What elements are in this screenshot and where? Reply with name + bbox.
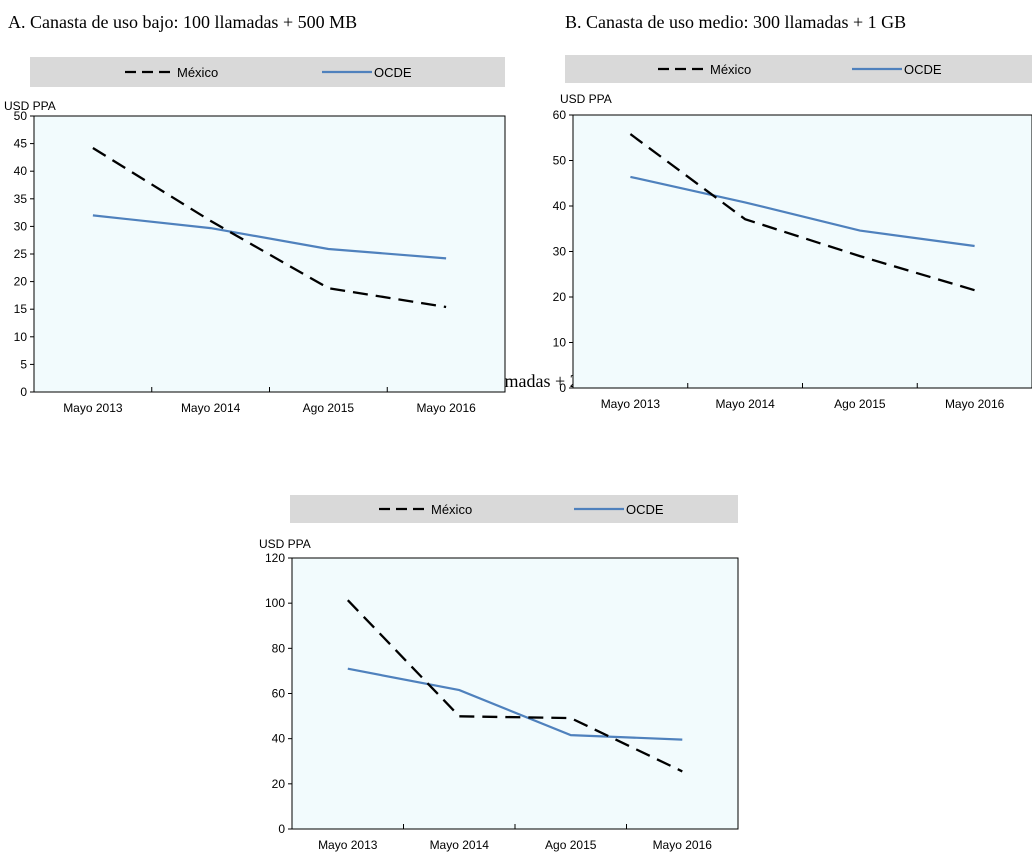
chart-c-legend	[290, 495, 738, 523]
x-tick-label: Ago 2015	[545, 838, 597, 852]
y-axis-label: USD PPA	[259, 537, 311, 551]
chart-a-title: A. Canasta de uso bajo: 100 llamadas + 5…	[8, 12, 358, 32]
x-tick-label: Mayo 2013	[318, 838, 378, 852]
x-tick-label: Mayo 2016	[945, 397, 1005, 411]
y-tick-label: 20	[14, 275, 28, 289]
chart-a-legend	[30, 57, 505, 87]
y-tick-label: 80	[272, 641, 286, 655]
legend-label: México	[431, 502, 472, 517]
y-tick-label: 10	[553, 336, 567, 350]
plot-area	[572, 114, 1032, 389]
y-tick-label: 25	[14, 247, 28, 261]
plot-area	[33, 115, 506, 393]
y-tick-label: 30	[14, 219, 28, 233]
x-tick-label: Ago 2015	[834, 397, 886, 411]
y-tick-label: 120	[265, 551, 285, 565]
x-tick-label: Ago 2015	[303, 401, 355, 415]
y-tick-label: 20	[553, 290, 567, 304]
x-tick-label: Mayo 2016	[416, 401, 476, 415]
y-axis-label: USD PPA	[4, 99, 56, 113]
x-tick-label: Mayo 2014	[715, 397, 775, 411]
chart-b: México OCDE 0 10 20 30 40 50 60 USD PPA Mayo 2013 M…	[553, 62, 1032, 411]
y-tick-label: 0	[559, 381, 566, 395]
x-tick-label: Mayo 2013	[601, 397, 661, 411]
plot-area	[291, 557, 739, 830]
y-tick-label: 10	[14, 330, 28, 344]
series-line-mexico	[346, 599, 683, 773]
y-axis-label: USD PPA	[560, 92, 612, 106]
y-tick-label: 50	[14, 109, 28, 123]
y-tick-label: 60	[553, 108, 567, 122]
x-tick-label: Mayo 2014	[181, 401, 241, 415]
series-line-ocde	[630, 175, 975, 248]
chart-b-legend	[565, 55, 1032, 83]
legend-label: México	[710, 62, 751, 77]
y-tick-label: 0	[278, 822, 285, 836]
y-tick-label: 30	[553, 245, 567, 259]
y-tick-label: 20	[272, 777, 286, 791]
series-line-ocde	[347, 667, 683, 741]
series-line-ocde	[92, 214, 447, 260]
y-tick-label: 40	[272, 732, 286, 746]
x-tick-label: Mayo 2016	[653, 838, 713, 852]
y-tick-label: 45	[14, 137, 28, 151]
y-tick-label: 50	[553, 154, 567, 168]
y-tick-label: 60	[272, 687, 286, 701]
legend-label: OCDE	[374, 65, 412, 80]
y-tick-label: 40	[553, 199, 567, 213]
legend-label: OCDE	[626, 502, 664, 517]
y-tick-label: 35	[14, 192, 28, 206]
y-tick-label: 100	[265, 596, 285, 610]
y-tick-label: 5	[20, 357, 27, 371]
legend-label: México	[177, 65, 218, 80]
legend-label: OCDE	[904, 62, 942, 77]
x-tick-label: Mayo 2014	[430, 838, 490, 852]
series-line-mexico	[92, 147, 447, 309]
chart-b-title: B. Canasta de uso medio: 300 llamadas + …	[565, 12, 907, 32]
y-tick-label: 0	[20, 385, 27, 399]
x-tick-label: Mayo 2013	[63, 401, 123, 415]
y-tick-label: 15	[14, 302, 28, 316]
series-line-mexico	[629, 133, 975, 292]
y-tick-label: 40	[14, 164, 28, 178]
